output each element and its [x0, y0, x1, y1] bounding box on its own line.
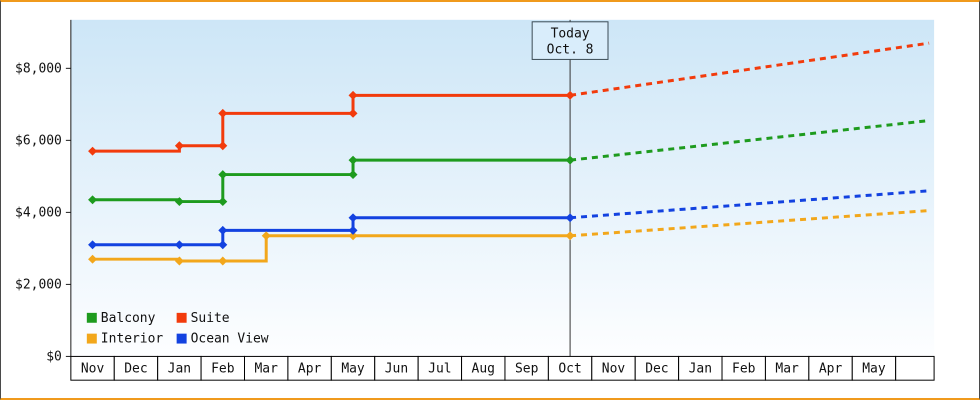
today-label-box	[531, 21, 609, 60]
month-label: Jan	[168, 361, 191, 376]
month-label: Nov	[81, 361, 105, 376]
series-marker-suite	[218, 141, 228, 151]
month-label: Dec	[124, 361, 147, 376]
series-marker-suite	[565, 90, 575, 100]
series-marker-interior	[174, 256, 184, 266]
month-label: Nov	[602, 361, 626, 376]
month-label: Oct	[558, 361, 581, 376]
legend-label-suite: Suite	[191, 311, 230, 326]
y-axis-label: $4,000	[15, 205, 62, 220]
series-marker-balcony	[88, 195, 98, 205]
month-cell-trailing	[895, 355, 935, 381]
legend-swatch-suite	[176, 312, 187, 323]
month-label: May	[862, 361, 886, 376]
legend-label-balcony: Balcony	[101, 311, 156, 326]
month-label: Mar	[255, 361, 279, 376]
month-label: Jun	[385, 361, 408, 376]
month-label: Apr	[298, 361, 322, 376]
y-axis-label: $0	[46, 349, 62, 364]
series-marker-interior	[218, 256, 228, 266]
month-label: Feb	[211, 361, 234, 376]
month-label: Feb	[732, 361, 755, 376]
series-marker-suite	[174, 141, 184, 151]
month-label: Jan	[689, 361, 712, 376]
legend-swatch-interior	[86, 333, 97, 344]
month-label: Dec	[645, 361, 668, 376]
series-marker-suite	[218, 108, 228, 118]
legend-label-ocean-view: Ocean View	[191, 332, 269, 347]
plot-area	[70, 19, 935, 357]
series-marker-interior	[88, 254, 98, 264]
y-axis-label: $6,000	[15, 133, 62, 148]
series-forecast-balcony	[569, 119, 930, 162]
month-label: May	[341, 361, 365, 376]
series-marker-balcony	[218, 170, 228, 180]
month-label: Apr	[819, 361, 843, 376]
legend-swatch-ocean-view	[176, 333, 187, 344]
series-forecast-interior	[569, 209, 930, 238]
month-label: Sep	[515, 361, 538, 376]
month-label: Jul	[428, 361, 451, 376]
series-forecast-ocean-view	[569, 189, 930, 220]
series-marker-balcony	[174, 197, 184, 207]
today-label-line2: Oct. 8	[547, 43, 594, 58]
series-marker-ocean-view	[565, 213, 575, 223]
y-axis-label: $2,000	[15, 277, 62, 292]
month-label: Aug	[472, 361, 495, 376]
y-axis-label: $8,000	[15, 61, 62, 76]
today-label-line1: Today	[551, 27, 590, 42]
month-label: Mar	[775, 361, 799, 376]
legend-swatch-balcony	[86, 312, 97, 323]
series-marker-balcony	[218, 197, 228, 207]
series-marker-ocean-view	[218, 225, 228, 235]
legend-label-interior: Interior	[101, 332, 164, 347]
series-forecast-suite	[569, 41, 930, 97]
